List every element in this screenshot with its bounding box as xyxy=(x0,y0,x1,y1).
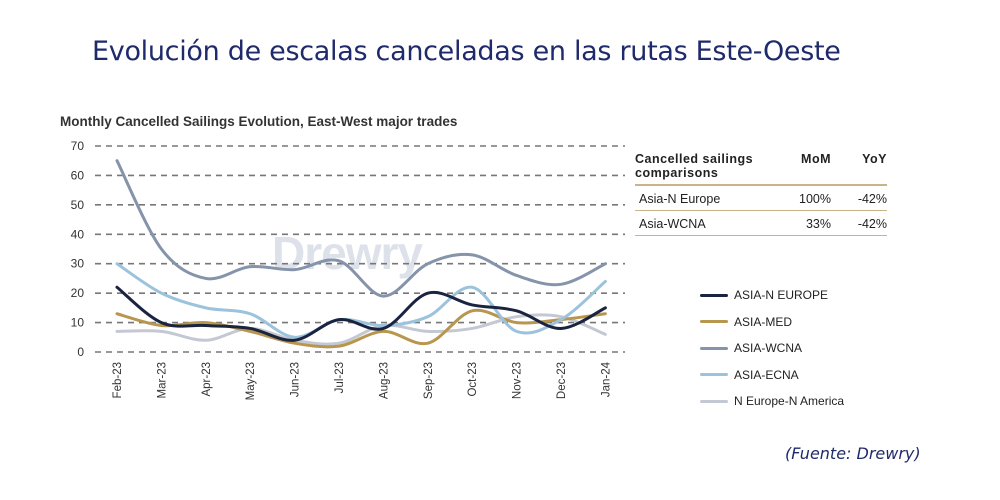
legend-item: ASIA-N EUROPE xyxy=(700,282,844,309)
y-tick-label: 20 xyxy=(71,286,85,300)
series-line-asia-wcna xyxy=(115,159,607,298)
legend-item: ASIA-MED xyxy=(700,309,844,336)
x-tick-label: Apr-23 xyxy=(201,362,213,397)
legend-item: ASIA-WCNA xyxy=(700,335,844,362)
legend-label: N Europe-N America xyxy=(734,394,845,409)
header-yoy: YoY xyxy=(862,152,887,166)
page-title: Evolución de escalas canceladas en las r… xyxy=(92,36,841,67)
y-tick-label: 50 xyxy=(71,198,85,212)
x-tick-label: Dec-23 xyxy=(556,362,568,399)
legend-swatch xyxy=(700,373,728,377)
x-tick-label: May-23 xyxy=(245,362,257,400)
chart-legend: ASIA-N EUROPE ASIA-MED ASIA-WCNA ASIA-ECNA N… xyxy=(700,282,844,415)
x-tick-label: Sep-23 xyxy=(423,362,435,399)
y-tick-label: 10 xyxy=(71,316,85,330)
y-tick-label: 70 xyxy=(71,139,85,153)
x-tick-label: Aug-23 xyxy=(378,362,390,399)
table-header: Cancelled sailings comparisons MoM YoY xyxy=(635,152,887,186)
legend-swatch xyxy=(700,320,728,324)
row-label: Asia-N Europe xyxy=(639,192,721,206)
table-row: Asia-N Europe 100% -42% xyxy=(635,186,887,211)
series-line-asia-n-europe xyxy=(115,285,607,342)
legend-swatch xyxy=(700,293,728,297)
series-line-asia-med xyxy=(115,308,607,349)
header-mom: MoM xyxy=(801,152,831,166)
y-tick-label: 30 xyxy=(71,257,85,271)
x-tick-label: Feb-23 xyxy=(112,362,124,398)
legend-label: ASIA-WCNA xyxy=(734,341,803,356)
legend-label: ASIA-MED xyxy=(734,314,793,329)
legend-swatch xyxy=(700,346,728,350)
series-line-asia-ecna xyxy=(115,262,607,339)
x-tick-label: Nov-23 xyxy=(512,362,524,399)
row-label: Asia-WCNA xyxy=(639,217,706,231)
x-tick-label: Oct-23 xyxy=(467,362,479,397)
x-tick-label: Jul-23 xyxy=(334,362,346,393)
row-mom: 100% xyxy=(799,192,831,206)
legend-item: N Europe-N America xyxy=(700,388,844,415)
header-label: Cancelled sailings comparisons xyxy=(635,152,754,180)
x-tick-label: Jun-23 xyxy=(290,362,302,397)
y-tick-label: 40 xyxy=(71,227,85,241)
legend-swatch xyxy=(700,399,728,403)
y-tick-label: 0 xyxy=(77,345,84,359)
legend-label: ASIA-ECNA xyxy=(734,367,799,382)
legend-label: ASIA-N EUROPE xyxy=(734,288,829,303)
table-row: Asia-WCNA 33% -42% xyxy=(635,211,887,236)
comparison-table: Cancelled sailings comparisons MoM YoY A… xyxy=(635,152,887,236)
source-note: (Fuente: Drewry) xyxy=(785,444,921,463)
row-yoy: -42% xyxy=(857,192,887,206)
series-line-n-europe-n-america xyxy=(115,313,607,346)
x-tick-label: Mar-23 xyxy=(156,362,168,398)
row-yoy: -42% xyxy=(857,217,887,231)
y-tick-label: 60 xyxy=(71,168,85,182)
x-tick-label: Jan-24 xyxy=(600,361,612,397)
chart-title: Monthly Cancelled Sailings Evolution, Ea… xyxy=(60,114,458,129)
row-mom: 33% xyxy=(805,217,831,231)
legend-item: ASIA-ECNA xyxy=(700,362,844,389)
